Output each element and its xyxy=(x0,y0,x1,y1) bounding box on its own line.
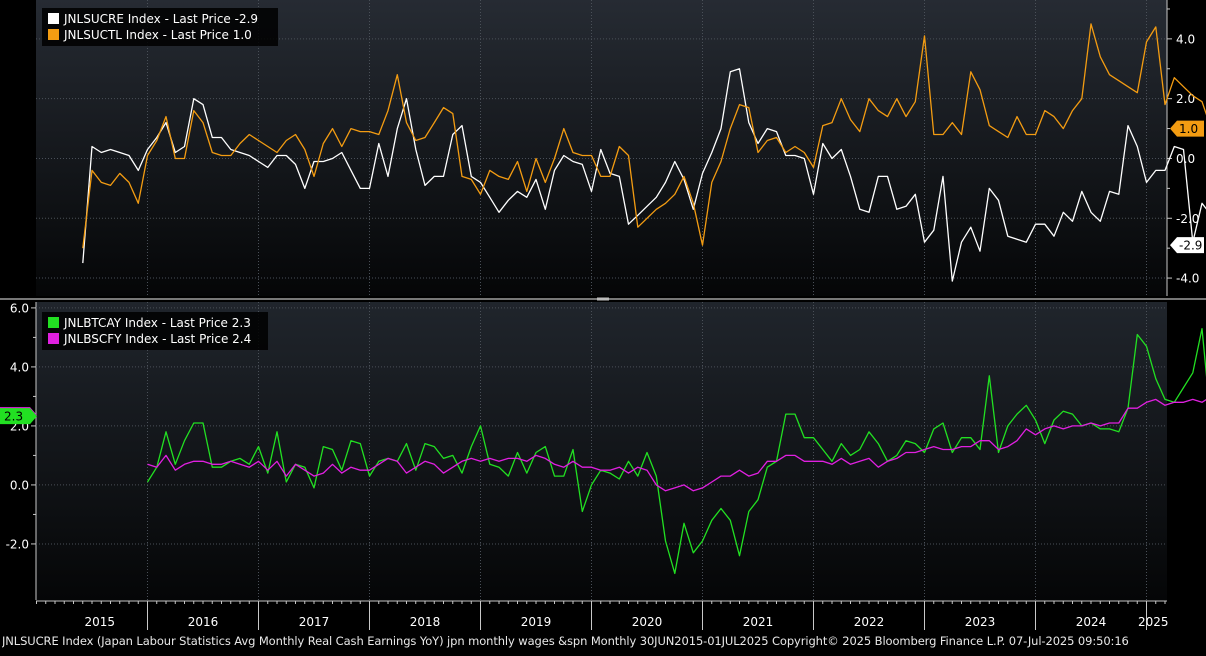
legend-swatch xyxy=(48,333,59,344)
last-price-badge-label: 1.0 xyxy=(1179,122,1198,136)
legend-label: JNLSUCTL Index - Last Price 1.0 xyxy=(63,28,252,42)
x-tick-label: 2016 xyxy=(188,615,219,629)
y-tick-label: -4.0 xyxy=(1176,272,1199,286)
legend-label: JNLSUCRE Index - Last Price -2.9 xyxy=(63,12,258,26)
x-tick-label: 2015 xyxy=(84,615,115,629)
bottom-y-axis-ticks: -2.00.02.04.06.0 xyxy=(6,301,36,551)
last-price-badge-label: -2.9 xyxy=(1179,239,1202,253)
y-tick-label: 4.0 xyxy=(1176,32,1195,46)
legend-label: JNLBTCAY Index - Last Price 2.3 xyxy=(63,316,251,330)
legend-swatch xyxy=(48,13,59,24)
chart-footer: JNLSUCRE Index (Japan Labour Statistics … xyxy=(2,634,1206,652)
x-tick-label: 2025 xyxy=(1138,615,1169,629)
y-tick-label: 0.0 xyxy=(10,478,29,492)
x-tick-label: 2020 xyxy=(632,615,663,629)
last-price-badge-label: 2.3 xyxy=(4,410,23,424)
x-tick-label: 2017 xyxy=(299,615,330,629)
y-tick-label: -2.0 xyxy=(6,537,29,551)
x-tick-label: 2019 xyxy=(521,615,552,629)
legend-label: JNLBSCFY Index - Last Price 2.4 xyxy=(63,332,251,346)
y-tick-label: -2.0 xyxy=(1176,212,1199,226)
x-tick-label: 2024 xyxy=(1076,615,1107,629)
legend-swatch xyxy=(48,29,59,40)
x-tick-label: 2023 xyxy=(965,615,996,629)
panel-divider-grip[interactable] xyxy=(597,298,609,301)
y-tick-label: 4.0 xyxy=(10,360,29,374)
bottom-panel-legend: JNLBTCAY Index - Last Price 2.3 JNLBSCFY … xyxy=(42,312,268,350)
legend-swatch xyxy=(48,317,59,328)
x-tick-label: 2021 xyxy=(743,615,774,629)
top-panel-legend: JNLSUCRE Index - Last Price -2.9 JNLSUCTL… xyxy=(42,8,278,46)
x-tick-label: 2022 xyxy=(854,615,885,629)
x-tick-label: 2018 xyxy=(410,615,441,629)
y-tick-label: 6.0 xyxy=(10,301,29,315)
